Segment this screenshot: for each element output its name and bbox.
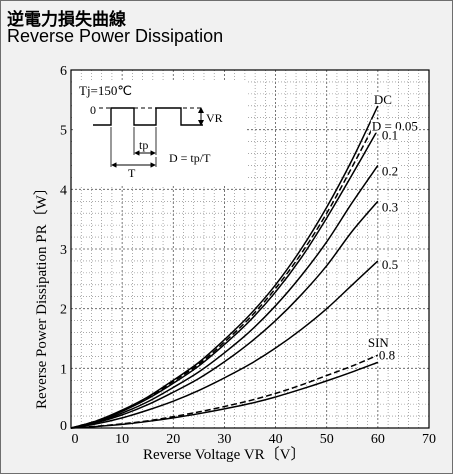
y-tick-label: 1 bbox=[60, 362, 67, 377]
inset-tp-label: tp bbox=[139, 138, 148, 152]
condition-label: Tj=150℃ bbox=[79, 83, 132, 98]
series-label-background bbox=[372, 92, 393, 106]
y-tick-label: 0 bbox=[60, 419, 67, 434]
x-tick-label: 50 bbox=[320, 432, 334, 447]
series-label-background bbox=[380, 128, 400, 142]
inset-background bbox=[73, 80, 247, 185]
series-curve bbox=[70, 260, 379, 429]
inset-zero-label: 0 bbox=[90, 103, 96, 117]
x-tick-label: 20 bbox=[166, 432, 180, 447]
series-label: SIN bbox=[368, 335, 390, 350]
inset-waveform bbox=[93, 107, 203, 126]
series-curve bbox=[70, 354, 379, 429]
inset-amplitude-label: VR bbox=[206, 111, 223, 125]
series-label-background bbox=[380, 200, 400, 214]
y-tick-label: 5 bbox=[60, 124, 67, 139]
series-label: 0.1 bbox=[382, 128, 398, 143]
x-tick-label: 30 bbox=[217, 432, 231, 447]
inset-waveform-box: Tj=150℃ 0 VR tp T D = tp/T bbox=[73, 80, 247, 185]
chart-title-japanese: 逆電力損失曲線 bbox=[7, 10, 126, 30]
series-label-background bbox=[380, 257, 400, 271]
x-tick-label: 70 bbox=[422, 432, 436, 447]
y-axis-label: Reverse Power Dissipation PR〔W〕 bbox=[33, 180, 50, 409]
plot-border bbox=[70, 69, 430, 429]
inset-t-label: T bbox=[128, 166, 136, 180]
y-tick-label: 4 bbox=[60, 183, 67, 198]
inset-duty-formula: D = tp/T bbox=[169, 151, 211, 165]
series-label: 0.2 bbox=[382, 163, 398, 178]
curves bbox=[70, 105, 379, 429]
x-tick-label: 40 bbox=[269, 432, 283, 447]
series-label-background bbox=[380, 164, 400, 178]
series-label: 0.3 bbox=[382, 199, 398, 214]
y-tick-label: 3 bbox=[60, 243, 67, 258]
x-tick-label: 10 bbox=[115, 432, 129, 447]
y-tick-label: 6 bbox=[60, 64, 67, 79]
x-tick-label: 0 bbox=[72, 432, 79, 447]
series-curve bbox=[70, 361, 379, 429]
y-tick-label: 2 bbox=[60, 303, 67, 318]
series-curve bbox=[70, 129, 379, 429]
series-label: DC bbox=[374, 92, 392, 107]
series-label: 0.5 bbox=[382, 257, 398, 272]
axes: 0 10 20 30 40 50 60 70 0 1 2 3 4 5 6 bbox=[60, 64, 436, 447]
series-curve bbox=[70, 165, 379, 429]
x-tick-label: 60 bbox=[371, 432, 385, 447]
x-axis-label: Reverse Voltage VR〔V〕 bbox=[143, 446, 306, 463]
series-curve bbox=[70, 200, 379, 429]
series-label-background bbox=[377, 348, 397, 362]
series-label: 0.8 bbox=[379, 347, 395, 362]
chart-title-english: Reverse Power Dissipation bbox=[7, 26, 224, 46]
series-label-background bbox=[366, 336, 391, 350]
